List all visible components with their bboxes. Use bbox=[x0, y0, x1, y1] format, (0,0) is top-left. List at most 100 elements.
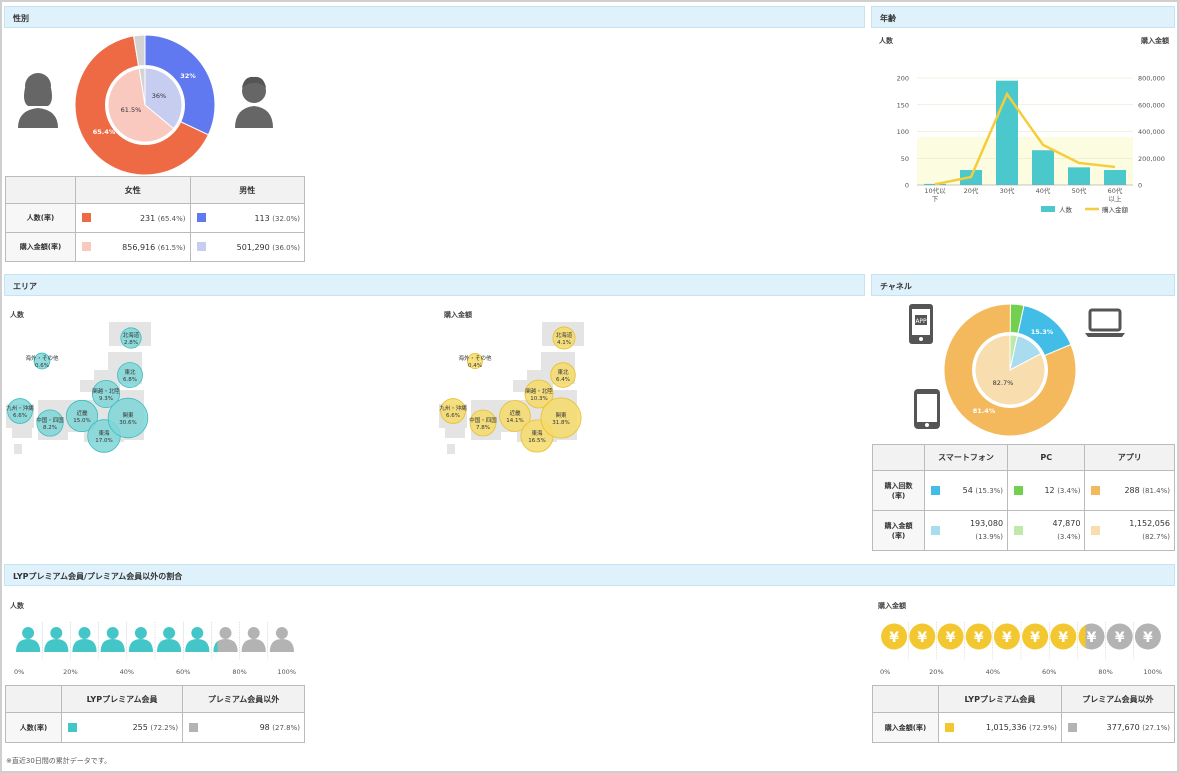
amount-line bbox=[934, 91, 1116, 186]
coin-mask-9 bbox=[1133, 622, 1162, 652]
bar-4 bbox=[1068, 167, 1090, 185]
region-bubble-6 bbox=[499, 400, 531, 432]
axis-tick-label: 0% bbox=[880, 668, 890, 676]
map-region-10 bbox=[447, 444, 455, 454]
area-section-header: エリア bbox=[4, 274, 865, 296]
yen-icon: ¥ bbox=[1030, 630, 1040, 646]
male-light-swatch bbox=[196, 242, 206, 251]
region-bubble-1 bbox=[550, 362, 576, 388]
female-count-cell: 231 (65.4%) bbox=[75, 203, 191, 233]
yen-icon: ¥ bbox=[1058, 630, 1068, 646]
row-label-purchase-count: 購入回数 (率) bbox=[872, 470, 925, 511]
region-value-2: 0.6% bbox=[35, 363, 49, 369]
region-value-2: 0.4% bbox=[468, 363, 482, 369]
premium-people-table: LYPプレミアム会員 プレミアム会員以外 人数(率) 255 (72.2%) 9… bbox=[5, 685, 305, 743]
app-light-swatch bbox=[1091, 525, 1101, 535]
map-region-9 bbox=[445, 420, 465, 438]
premium-member-header: LYPプレミアム会員 bbox=[60, 685, 184, 713]
gender-pie-chart: 32% 65.4% 36% 61.5% bbox=[74, 34, 216, 176]
axis-tick-label: 80% bbox=[1098, 668, 1112, 676]
x-tick-label: 30代 bbox=[1000, 186, 1015, 195]
male-count-cell: 113 (32.0%) bbox=[189, 203, 305, 233]
region-bubble-3 bbox=[91, 379, 121, 409]
left-tick-label: 100 bbox=[897, 128, 909, 136]
app-count-cell: 288 (81.4%) bbox=[1084, 470, 1175, 511]
app-icon: APP bbox=[909, 304, 933, 344]
x-tick-label: 以上 bbox=[1109, 194, 1123, 203]
footer-note: ※直近30日間の累計データです。 bbox=[6, 757, 112, 765]
coin-mask-4 bbox=[992, 622, 1021, 652]
non-premium-amount-swatch bbox=[1067, 722, 1077, 732]
smartphone-count-cell: 54 (15.3%) bbox=[923, 470, 1009, 511]
person-mask-8 bbox=[239, 622, 268, 652]
axis-tick-label: 100% bbox=[1143, 668, 1162, 676]
person-mask-1 bbox=[42, 622, 71, 652]
region-name-2: 海外・その他 bbox=[458, 354, 492, 362]
legend-bar-label: 人数 bbox=[1059, 205, 1073, 214]
coin-mask-5 bbox=[1021, 622, 1050, 652]
region-name-5: 中国・四国 bbox=[469, 416, 497, 424]
map-region-10 bbox=[14, 444, 22, 454]
non-premium-swatch bbox=[189, 722, 199, 732]
left-tick-label: 0 bbox=[905, 182, 909, 190]
premium-people-title: 人数 bbox=[10, 602, 24, 610]
axis-tick-label: 80% bbox=[232, 668, 246, 676]
region-name-3: 関越・北陸 bbox=[92, 387, 120, 395]
gender-section-header: 性別 bbox=[4, 6, 865, 28]
person-mask-6 bbox=[183, 622, 212, 652]
age-combo-chart: 人数 購入金額0501001502000200,000400,000600,000… bbox=[879, 36, 1169, 214]
coin-mask-3 bbox=[964, 622, 993, 652]
axis-tick-label: 40% bbox=[986, 668, 1000, 676]
region-name-0: 北海道 bbox=[123, 331, 140, 339]
premium-amount-title: 購入金額 bbox=[878, 602, 906, 610]
smartphone-amount-cell: 193,080 (13.9%) bbox=[923, 510, 1009, 551]
person-mask-7 bbox=[211, 622, 240, 652]
pie-label-app-amount: 82.7% bbox=[993, 379, 1014, 387]
smartphone-swatch bbox=[931, 485, 940, 495]
axis-tick-label: 20% bbox=[63, 668, 77, 676]
region-value-5: 7.8% bbox=[476, 425, 490, 431]
region-bubble-5 bbox=[36, 409, 64, 437]
female-amount-cell: 856,916 (61.5%) bbox=[75, 232, 191, 262]
region-bubble-1 bbox=[117, 362, 143, 388]
region-bubble-5 bbox=[469, 409, 497, 437]
region-value-6: 14.1% bbox=[506, 418, 523, 424]
pie-slice-female-amount bbox=[107, 67, 175, 143]
pc-header: PC bbox=[1007, 444, 1086, 471]
app-amount-cell: 1,152,056 (82.7%) bbox=[1084, 510, 1175, 551]
person-mask-9 bbox=[267, 622, 296, 652]
female-light-swatch bbox=[82, 242, 91, 251]
right-tick-label: 200,000 bbox=[1138, 155, 1165, 163]
map-region-2 bbox=[527, 370, 557, 382]
region-name-7: 東海 bbox=[98, 429, 110, 437]
yen-icon: ¥ bbox=[889, 630, 899, 646]
pc-swatch bbox=[1014, 485, 1024, 495]
region-bubble-2 bbox=[467, 353, 483, 369]
yen-icon: ¥ bbox=[1115, 630, 1125, 646]
region-name-8: 関東 bbox=[122, 411, 134, 419]
coin-mask-6 bbox=[1049, 622, 1078, 652]
male-amount-cell: 501,290 (36.0%) bbox=[189, 232, 305, 262]
smartphone-header: スマートフォン bbox=[923, 444, 1009, 471]
map-region-2 bbox=[94, 370, 124, 382]
age-section-title: 年齢 bbox=[880, 14, 896, 23]
region-name-0: 北海道 bbox=[556, 331, 573, 339]
region-name-2: 海外・その他 bbox=[25, 354, 59, 362]
plot-band bbox=[917, 136, 1133, 185]
pie-label-smartphone: 15.3% bbox=[1031, 328, 1054, 336]
region-name-6: 近畿 bbox=[509, 409, 521, 417]
gender-section-title: 性別 bbox=[13, 14, 29, 23]
region-name-3: 関越・北陸 bbox=[525, 387, 553, 395]
right-tick-label: 0 bbox=[1138, 182, 1142, 190]
bar-3 bbox=[1032, 150, 1054, 185]
region-value-5: 8.2% bbox=[43, 425, 57, 431]
region-name-4: 九州・沖縄 bbox=[439, 404, 467, 412]
person-mask-3 bbox=[98, 622, 127, 652]
yen-icon: ¥ bbox=[1002, 630, 1012, 646]
female-header: 女性 bbox=[75, 176, 191, 204]
region-name-6: 近畿 bbox=[76, 409, 88, 417]
row-label-amount-rate: 購入金額(率) bbox=[872, 712, 939, 743]
coin-mask-0 bbox=[880, 622, 909, 652]
coin-mask-7 bbox=[1077, 622, 1106, 652]
